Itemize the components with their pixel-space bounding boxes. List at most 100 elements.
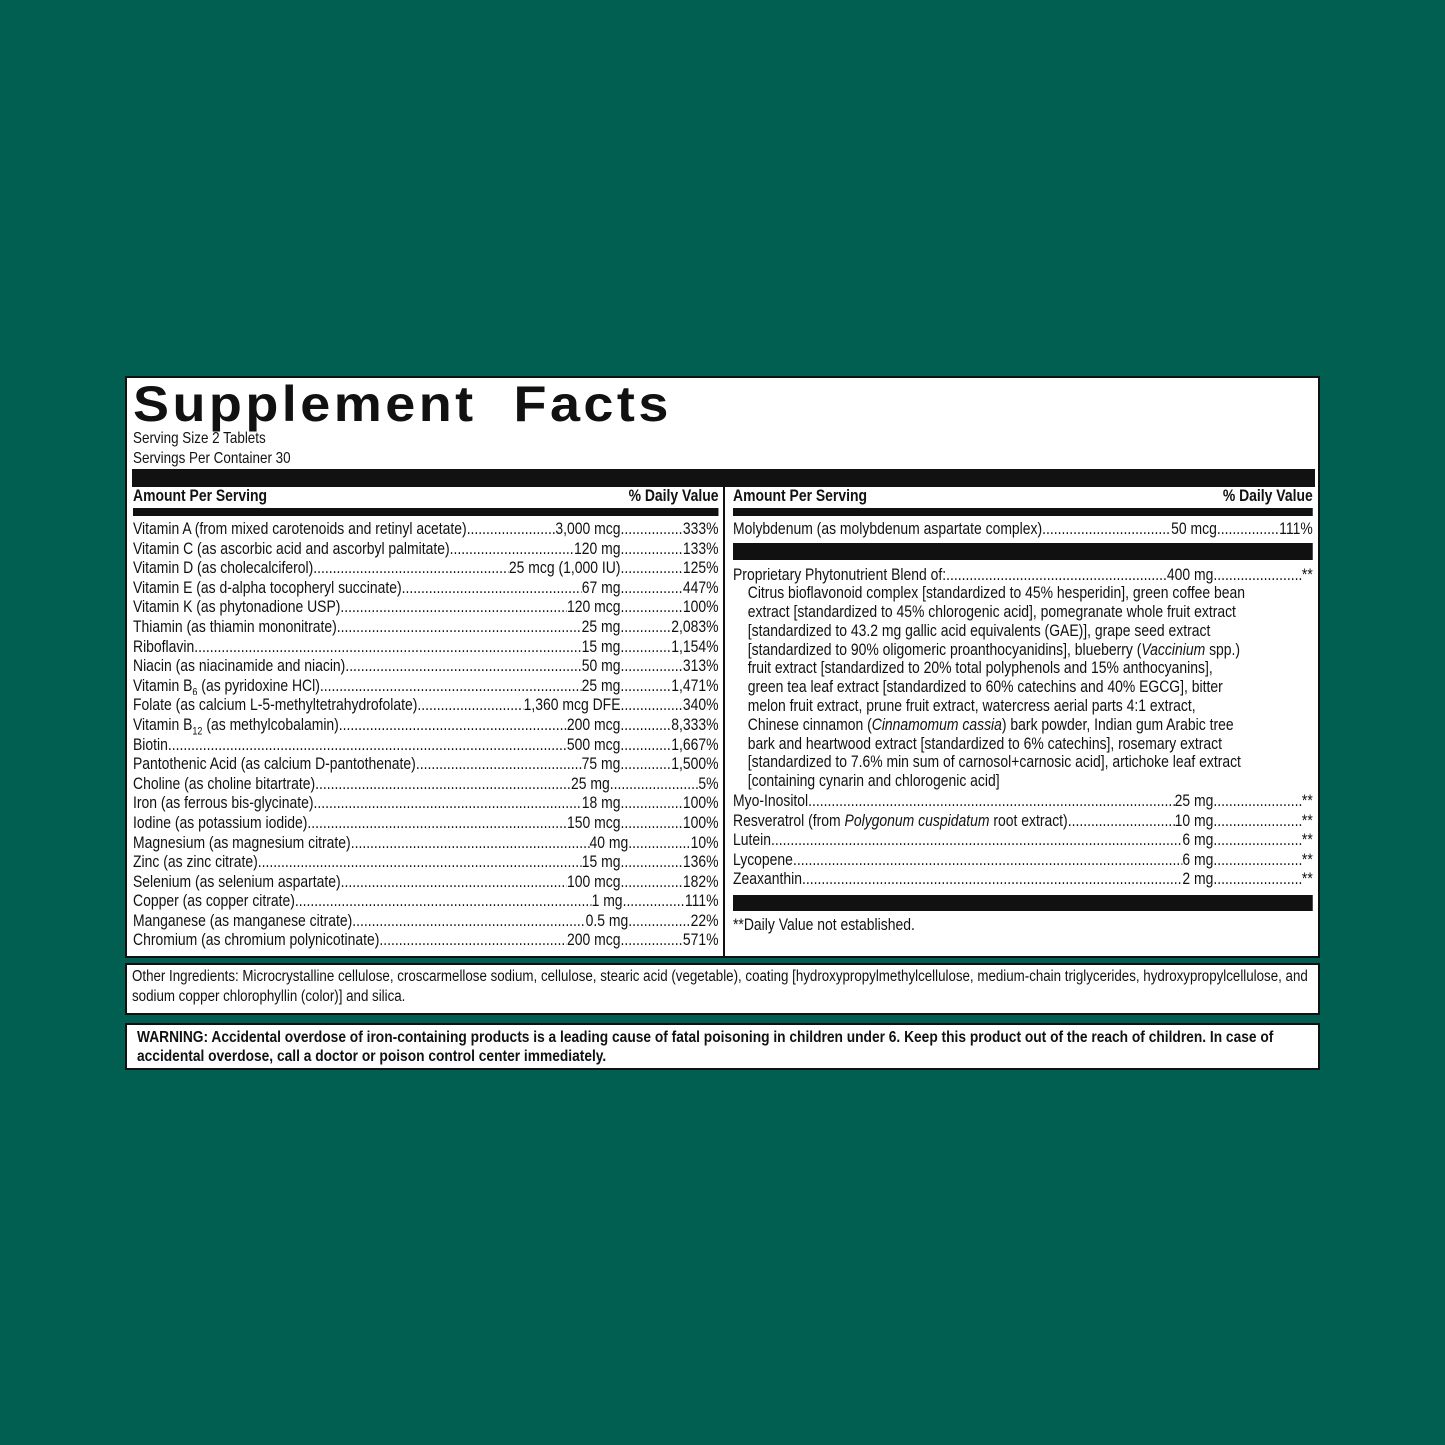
italic-name: Polygonum cuspidatum [844, 810, 990, 830]
blend-line: Citrus bioflavonoid complex [standardize… [748, 583, 1313, 603]
daily-value: 313% [682, 656, 719, 676]
section-divider [733, 542, 1313, 560]
daily-value: 100% [682, 793, 719, 813]
nutrient-row: Lycopene 6 mg ** [733, 850, 1313, 870]
daily-value: 1,667% [671, 734, 719, 754]
dot-leader [621, 852, 683, 872]
dot-leader [621, 656, 683, 676]
daily-value: 100% [682, 812, 719, 832]
molybdenum-list: Molybdenum (as molybdenum aspartate comp… [733, 519, 1313, 539]
daily-value: 182% [682, 871, 719, 891]
nutrient-name: Vitamin E (as d-alpha tocopheryl succina… [133, 577, 402, 597]
blend-text: extract [standardized to 45% chlorogenic… [747, 601, 1236, 621]
nutrient-row: Copper (as copper citrate) 1 mg 111% [133, 891, 718, 911]
nutrient-amount: 6 mg [1182, 830, 1214, 850]
nutrient-amount: 25 mcg (1,000 IU) [508, 558, 621, 578]
nutrient-amount: 200 mcg [567, 930, 621, 950]
dot-leader [621, 872, 683, 892]
nutrient-row: Molybdenum (as molybdenum aspartate comp… [733, 519, 1313, 539]
dot-leader [620, 617, 671, 637]
nutrient-name: Thiamin (as thiamin mononitrate) [133, 616, 337, 636]
daily-value: 100% [682, 597, 719, 617]
daily-value: 111% [1279, 519, 1313, 538]
daily-value: 2,083% [671, 616, 719, 636]
dot-leader [802, 869, 1182, 889]
blend-text: melon fruit extract, prune fruit extract… [747, 695, 1196, 715]
right-column: Amount Per Serving % Daily Value Molybde… [733, 486, 1313, 935]
dot-leader [620, 637, 671, 657]
dot-leader [621, 930, 683, 950]
nutrient-row: Vitamin E (as d-alpha tocopheryl succina… [133, 578, 718, 598]
daily-value-label: % Daily Value [628, 486, 719, 505]
nutrient-name: Vitamin B12 (as methylcobalamin) [133, 715, 339, 735]
nutrient-row: Vitamin A (from mixed carotenoids and re… [133, 519, 718, 539]
nutrient-amount: 400 mg [1166, 564, 1214, 584]
panel-title: Supplement Facts [133, 376, 672, 432]
botanical-name: Cinnamomum cassia [871, 714, 1002, 734]
nutrient-amount: 6 mg [1182, 849, 1214, 869]
nutrient-name: Riboflavin [133, 636, 195, 656]
nutrient-amount: 50 mg [581, 656, 621, 676]
nutrient-row: Vitamin C (as ascorbic acid and ascorbyl… [133, 539, 718, 559]
dot-leader [621, 519, 683, 539]
dot-leader [620, 715, 671, 735]
nutrient-name: Copper (as copper citrate) [133, 891, 295, 911]
dot-leader [628, 911, 690, 931]
nutrient-name: Myo-Inositol [733, 790, 809, 810]
nutrient-name: Pantothenic Acid (as calcium D-pantothen… [133, 754, 416, 774]
blend-text: [standardized to 43.2 mg gallic acid equ… [747, 620, 1211, 640]
nutrient-name: Magnesium (as magnesium citrate) [133, 832, 351, 852]
dot-leader [628, 833, 690, 853]
dot-leader [295, 891, 592, 911]
dot-leader [620, 676, 671, 696]
daily-value: ** [1301, 869, 1313, 889]
header-divider [133, 508, 719, 516]
dot-leader [416, 754, 582, 774]
nutrient-row: Thiamin (as thiamin mononitrate) 25 mg 2,0… [133, 617, 718, 637]
nutrient-amount: 2 mg [1182, 869, 1214, 889]
nutrient-row: Vitamin D (as cholecalciferol) 25 mcg (1,… [133, 558, 718, 578]
daily-value: 136% [682, 852, 719, 872]
left-column: Amount Per Serving % Daily Value Vitamin… [133, 486, 719, 950]
dot-leader [345, 656, 581, 676]
daily-value: ** [1301, 830, 1313, 850]
subscript: 6 [192, 686, 198, 696]
daily-value: 111% [684, 891, 719, 911]
nutrient-name: Lutein [733, 830, 771, 850]
dot-leader [339, 715, 567, 735]
nutrient-name: Vitamin B6 (as pyridoxine HCl) [133, 676, 320, 696]
nutrient-row: Myo-Inositol 25 mg ** [733, 791, 1313, 811]
nutrient-name: Vitamin D (as cholecalciferol) [133, 558, 314, 578]
warning-box: WARNING: Accidental overdose of iron-con… [125, 1023, 1320, 1070]
dot-leader [1213, 791, 1302, 811]
nutrient-name: Iodine (as potassium iodide) [133, 812, 308, 832]
blend-text: [containing cynarin and chlorogenic acid… [747, 771, 1000, 791]
nutrient-amount: 25 mg [581, 616, 621, 636]
nutrient-row: Magnesium (as magnesium citrate) 40 mg 10% [133, 833, 718, 853]
nutrient-name: Proprietary Phytonutrient Blend of: [733, 564, 947, 584]
dot-leader [621, 813, 683, 833]
daily-value: 22% [690, 910, 719, 930]
nutrient-amount: 150 mcg [567, 812, 621, 832]
dot-leader [313, 558, 509, 578]
blend-ingredients: Citrus bioflavonoid complex [standardize… [733, 583, 1313, 791]
blend-line: [standardized to 7.6% min sum of carnoso… [748, 752, 1313, 772]
dot-leader [1213, 869, 1302, 889]
dot-leader [337, 617, 582, 637]
nutrient-amount: 120 mcg [567, 597, 621, 617]
blend-text: green tea leaf extract [standardized to … [747, 677, 1223, 697]
nutrient-name: Iron (as ferrous bis-glycinate) [133, 793, 314, 813]
dot-leader [402, 578, 582, 598]
nutrient-amount: 75 mg [581, 754, 621, 774]
daily-value: ** [1301, 564, 1313, 584]
nutrient-name: Selenium (as selenium aspartate) [133, 871, 341, 891]
dot-leader [341, 872, 567, 892]
nutrient-name: Choline (as choline bitartrate) [133, 773, 316, 793]
blend-line: fruit extract [standardized to 20% total… [748, 658, 1313, 678]
nutrient-row: Resveratrol (from Polygonum cuspidatum r… [733, 811, 1313, 831]
warning-text: WARNING: Accidental overdose of iron-con… [137, 1029, 1274, 1065]
nutrient-amount: 50 mcg [1171, 519, 1217, 538]
dot-leader [340, 597, 567, 617]
nutrient-amount: 15 mg [581, 852, 621, 872]
nutrient-row: Manganese (as manganese citrate) 0.5 mg 22… [133, 911, 718, 931]
